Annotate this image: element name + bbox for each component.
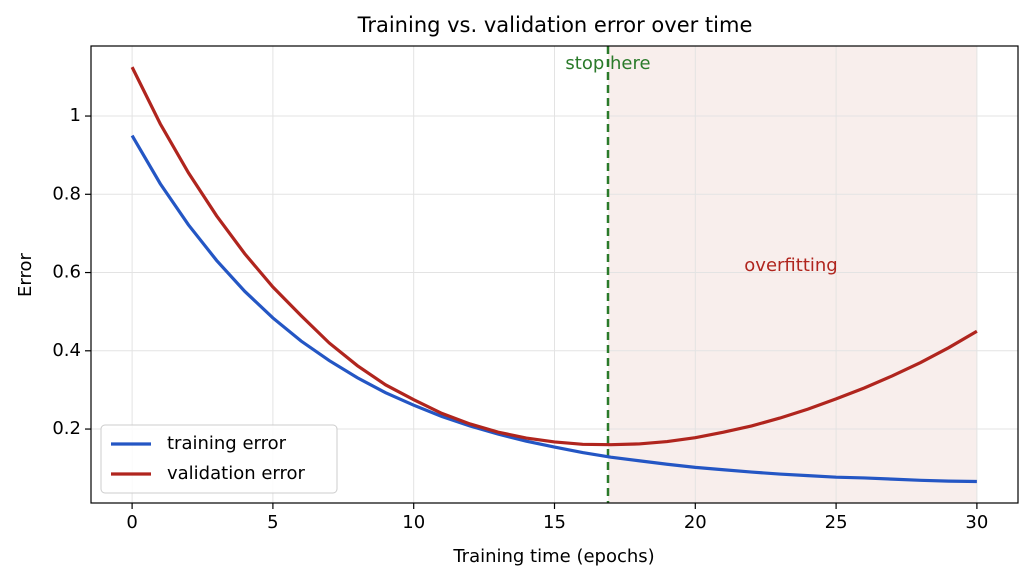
- y-tick-label: 1: [70, 105, 81, 126]
- x-tick-label: 30: [965, 512, 988, 533]
- x-tick-label: 10: [402, 512, 425, 533]
- y-tick-label: 0.6: [52, 262, 81, 283]
- series-line: [130, 134, 977, 484]
- legend-label: validation error: [167, 463, 306, 484]
- series-line: [130, 66, 978, 447]
- plot-frame: [90, 45, 1019, 504]
- overfit-label: overfitting: [744, 255, 837, 276]
- stop-label: stop here: [565, 53, 650, 74]
- x-tick-label: 5: [267, 512, 278, 533]
- y-tick-label: 0.2: [52, 418, 81, 439]
- overfit-region: [608, 46, 977, 503]
- x-tick-label: 25: [825, 512, 848, 533]
- chart-title: Training vs. validation error over time: [357, 13, 753, 37]
- x-tick-label: 15: [543, 512, 566, 533]
- legend-box: [100, 424, 338, 494]
- x-tick-label: 20: [684, 512, 707, 533]
- x-axis-label: Training time (epochs): [452, 546, 654, 567]
- legend-label: training error: [167, 433, 287, 454]
- y-tick-label: 0.8: [52, 183, 81, 204]
- y-axis-label: Error: [15, 252, 36, 296]
- y-tick-label: 0.4: [52, 340, 81, 361]
- x-tick-label: 0: [126, 512, 137, 533]
